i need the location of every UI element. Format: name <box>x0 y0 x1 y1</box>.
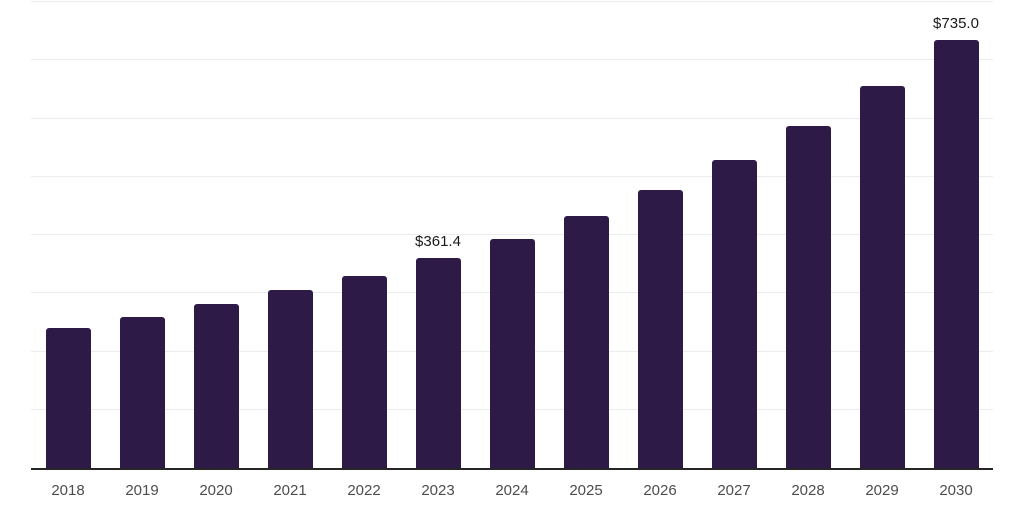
x-tick-label-2025: 2025 <box>569 482 603 499</box>
x-tick-label-2024: 2024 <box>495 482 529 499</box>
bar-value-label-2023: $361.4 <box>415 232 461 250</box>
x-tick-label-2023: 2023 <box>421 482 455 499</box>
bar-series: 2018 2019 2020 2021 2022 $361.4 2023 2024 2025 20… <box>31 2 993 500</box>
gridline-700 <box>31 59 993 61</box>
bar-2019 <box>119 317 165 468</box>
x-tick-label-2027: 2027 <box>717 482 751 499</box>
gridline-800 <box>31 1 993 2</box>
bar-2024 <box>489 238 535 468</box>
x-tick-label-2029: 2029 <box>865 482 899 499</box>
bar-2018 <box>45 327 91 468</box>
bar-2022 <box>341 276 387 468</box>
x-tick-label-2018: 2018 <box>51 482 85 499</box>
x-tick-label-2026: 2026 <box>643 482 677 499</box>
gridline-400 <box>31 234 993 235</box>
bar-column-2026: 2026 <box>623 2 697 499</box>
x-tick-label-2030: 2030 <box>939 482 973 499</box>
bar-column-2023: $361.4 2023 <box>401 2 475 500</box>
bar-2023 <box>415 257 461 468</box>
bar-column-2024: 2024 <box>475 2 549 499</box>
x-tick-label-2020: 2020 <box>199 482 233 499</box>
x-tick-label-2028: 2028 <box>791 482 825 499</box>
bar-2030 <box>933 39 979 468</box>
gridline-500 <box>31 175 993 177</box>
x-tick-label-2019: 2019 <box>125 482 159 499</box>
bar-value-label-2030: $735.0 <box>933 14 979 32</box>
bar-column-2019: 2019 <box>105 2 179 499</box>
bar-column-2021: 2021 <box>253 2 327 499</box>
bar-column-2030: $735.0 2030 <box>919 2 993 499</box>
bar-2020 <box>193 304 239 468</box>
bar-2029 <box>859 85 905 468</box>
gridline-600 <box>31 117 993 119</box>
bar-2027 <box>711 160 757 468</box>
bar-column-2025: 2025 <box>549 2 623 499</box>
bar-column-2028: 2028 <box>771 2 845 499</box>
bar-2028 <box>785 125 831 468</box>
bar-column-2029: 2029 <box>845 2 919 499</box>
bar-2025 <box>563 216 609 468</box>
bar-2021 <box>267 290 313 468</box>
bar-column-2022: 2022 <box>327 2 401 499</box>
plot-area: 2018 2019 2020 2021 2022 $361.4 2023 2024 2025 20… <box>31 1 993 500</box>
bar-column-2018: 2018 <box>31 2 105 499</box>
bar-2026 <box>637 189 683 468</box>
x-tick-label-2021: 2021 <box>273 482 307 499</box>
bar-column-2020: 2020 <box>179 2 253 499</box>
x-tick-label-2022: 2022 <box>347 482 381 499</box>
bar-column-2027: 2027 <box>697 2 771 499</box>
